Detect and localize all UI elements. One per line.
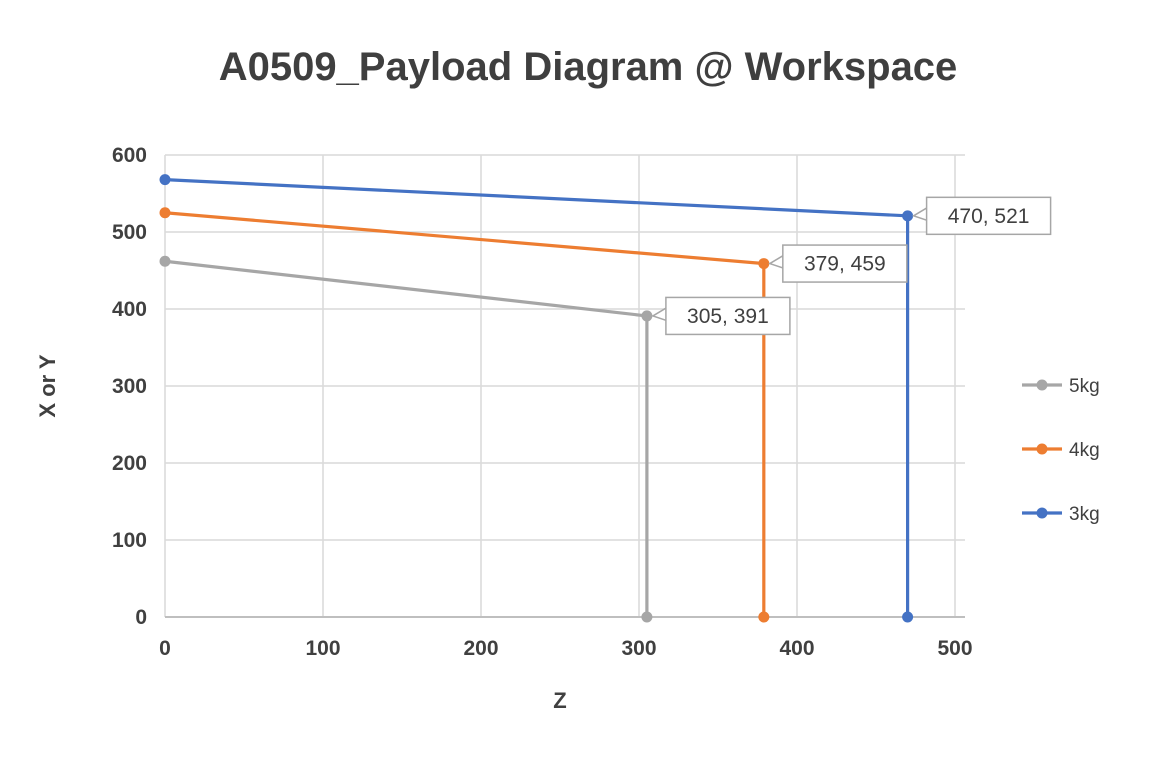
series-marker-4kg (159, 207, 171, 219)
x-tick-label: 400 (779, 637, 814, 660)
x-tick-label: 300 (621, 637, 656, 660)
legend: 5kg 4kg 3kg (1022, 376, 1100, 525)
x-axis-title: Z (553, 688, 566, 713)
y-tick-label: 200 (112, 452, 147, 475)
legend-marker (1036, 443, 1048, 455)
legend-marker (1036, 507, 1048, 519)
data-label-box (665, 296, 791, 336)
series-marker-5kg (159, 255, 171, 267)
data-label-box (925, 196, 1052, 236)
series-marker-5kg (641, 611, 653, 623)
y-tick-label: 300 (112, 375, 147, 398)
data-label-text: 305, 391 (687, 305, 769, 328)
x-tick-label: 100 (305, 637, 340, 660)
series-line-4kg (163, 211, 766, 619)
series-marker-4kg (758, 258, 770, 270)
y-tick-label: 600 (112, 144, 147, 167)
y-tick-label: 100 (112, 529, 147, 552)
gridlines (164, 154, 965, 618)
chart-title: A0509_Payload Diagram @ Workspace (219, 45, 958, 89)
legend-label: 3kg (1069, 504, 1100, 525)
series-marker-5kg (641, 310, 653, 322)
legend-item-3kg: 3kg (1022, 504, 1100, 525)
y-tick-label: 400 (112, 298, 147, 321)
y-axis-title: X or Y (35, 354, 60, 418)
y-tick-label: 0 (135, 606, 147, 629)
data-label-text: 470, 521 (948, 205, 1030, 228)
series-marker-3kg (159, 174, 171, 186)
x-tick-label: 200 (463, 637, 498, 660)
series-lines (159, 174, 914, 623)
data-label-callouts: 305, 391 379, 459 470, 521 (651, 196, 1052, 336)
series-marker-3kg (902, 611, 914, 623)
data-label-box (782, 244, 908, 283)
x-tick-label: 500 (937, 637, 972, 660)
series-marker-3kg (902, 210, 914, 222)
legend-label: 4kg (1069, 440, 1100, 461)
data-label-text: 379, 459 (804, 253, 886, 276)
legend-marker (1036, 379, 1048, 391)
series-line-5kg (163, 259, 649, 619)
legend-item-4kg: 4kg (1022, 440, 1100, 461)
legend-label: 5kg (1069, 376, 1100, 397)
x-tick-label: 0 (159, 637, 171, 660)
series-marker-4kg (758, 611, 770, 623)
legend-item-5kg: 5kg (1022, 376, 1100, 397)
y-tick-label: 500 (112, 221, 147, 244)
axes: 0 100 200 300 400 500 0 100 200 300 400 500 600 (112, 144, 973, 660)
